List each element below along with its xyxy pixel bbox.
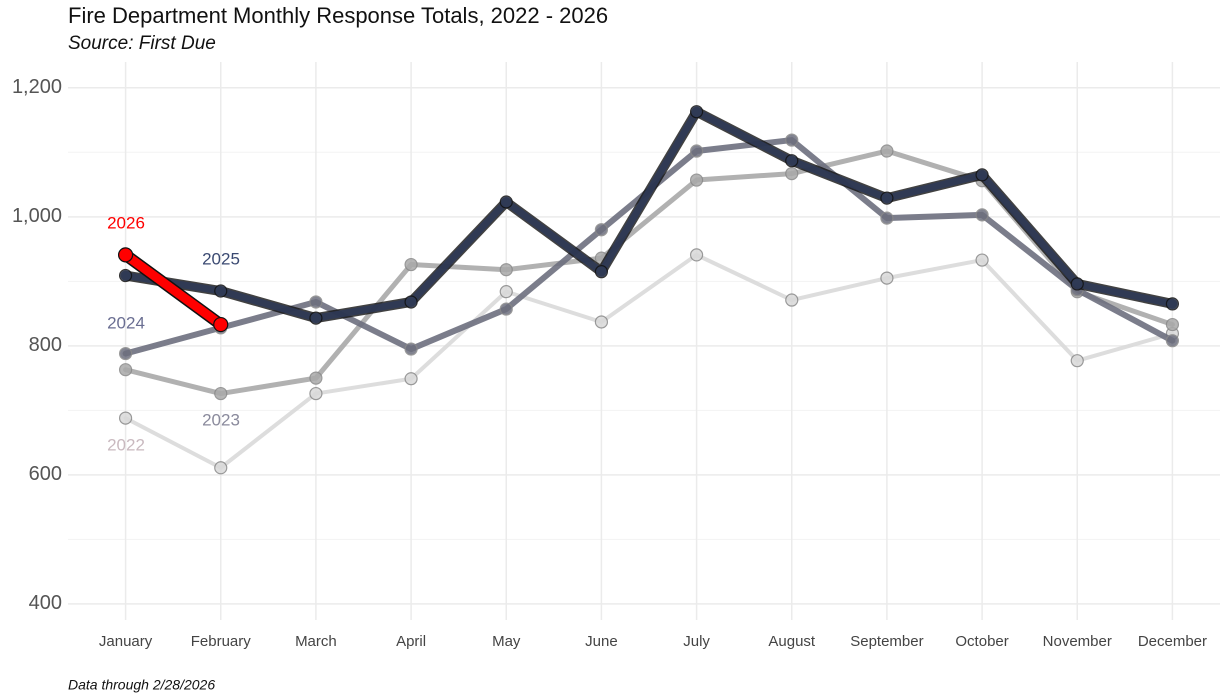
point xyxy=(975,253,989,267)
point xyxy=(594,223,609,237)
point xyxy=(880,144,894,158)
x-tick-label: April xyxy=(396,633,426,650)
series-line xyxy=(122,108,1176,322)
point xyxy=(499,302,513,316)
x-tick-label: March xyxy=(295,633,337,650)
point xyxy=(975,168,989,182)
y-tick-label: 1,200 xyxy=(12,76,62,98)
point xyxy=(404,342,418,356)
x-tick-label: August xyxy=(768,633,816,650)
point xyxy=(594,265,609,279)
x-tick-label: July xyxy=(683,633,710,650)
point xyxy=(785,293,799,307)
point xyxy=(214,284,228,298)
x-tick-label: May xyxy=(492,633,521,650)
point xyxy=(880,191,894,205)
point xyxy=(214,461,228,475)
chart-subtitle: Source: First Due xyxy=(68,33,216,54)
point xyxy=(1165,334,1180,348)
point xyxy=(880,271,894,285)
series-label: 2025 xyxy=(202,249,240,268)
point xyxy=(880,211,894,225)
x-tick-label: February xyxy=(191,633,252,650)
series-label: 2024 xyxy=(107,313,145,332)
point xyxy=(1165,317,1180,332)
point xyxy=(118,268,133,283)
point xyxy=(214,386,228,401)
y-tick-label: 1,000 xyxy=(12,205,62,227)
point xyxy=(689,144,704,158)
series-label: 2022 xyxy=(107,435,145,454)
point xyxy=(499,263,513,277)
point xyxy=(689,248,704,262)
point xyxy=(118,346,133,361)
x-tick-label: October xyxy=(955,633,1008,650)
series-line xyxy=(122,137,1176,357)
x-tick-label: December xyxy=(1138,633,1207,650)
point xyxy=(404,372,418,386)
point xyxy=(785,133,799,147)
point xyxy=(689,173,704,187)
point xyxy=(499,195,513,209)
x-tick-label: June xyxy=(585,633,618,650)
x-tick-label: November xyxy=(1043,633,1112,650)
point xyxy=(975,208,989,222)
point xyxy=(309,295,323,309)
chart-title: Fire Department Monthly Response Totals,… xyxy=(68,3,608,28)
point xyxy=(309,386,323,401)
series-label: 2023 xyxy=(202,410,240,429)
point xyxy=(404,257,418,272)
series-line xyxy=(121,250,226,330)
point xyxy=(309,311,323,325)
point xyxy=(309,371,323,385)
point xyxy=(118,363,133,377)
point xyxy=(1165,297,1180,311)
y-tick-label: 800 xyxy=(29,334,62,356)
y-tick-label: 400 xyxy=(29,592,62,614)
series-line xyxy=(123,252,1175,470)
point xyxy=(1070,277,1084,291)
point xyxy=(117,247,134,263)
point xyxy=(689,105,704,119)
point xyxy=(404,295,418,309)
series-label: 2026 xyxy=(107,213,145,232)
point xyxy=(594,315,609,329)
point xyxy=(213,316,229,333)
footnote: Data through 2/28/2026 xyxy=(68,677,215,693)
x-tick-label: January xyxy=(99,633,153,650)
x-tick-label: September xyxy=(850,633,923,650)
y-tick-label: 600 xyxy=(29,463,62,485)
point xyxy=(785,167,799,181)
point xyxy=(499,285,513,299)
point xyxy=(118,411,133,425)
point xyxy=(785,154,799,168)
point xyxy=(1070,354,1084,368)
